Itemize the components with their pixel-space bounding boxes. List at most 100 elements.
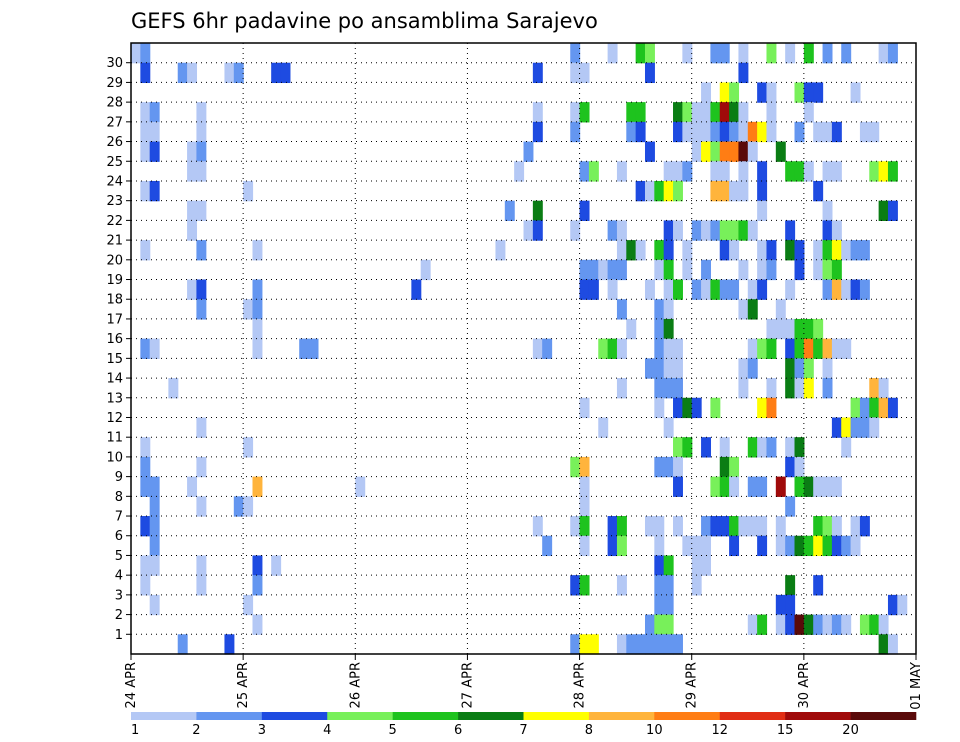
heatmap-cell xyxy=(224,634,235,655)
heatmap-cell xyxy=(187,476,198,497)
heatmap-cell xyxy=(663,240,674,261)
heatmap-cell xyxy=(831,535,842,557)
heatmap-cell xyxy=(644,43,655,64)
heatmap-cell xyxy=(616,259,627,281)
heatmap-cell xyxy=(738,220,749,241)
heatmap-cell xyxy=(729,279,740,300)
legend-label: 8 xyxy=(585,723,593,738)
heatmap-cell xyxy=(831,338,842,359)
heatmap-cell xyxy=(803,161,814,182)
heatmap-cell xyxy=(616,240,627,261)
heatmap-cell xyxy=(196,200,207,221)
legend-label: 15 xyxy=(777,723,794,738)
heatmap-cell xyxy=(757,82,768,103)
heatmap-cell xyxy=(579,476,590,497)
heatmap-cell xyxy=(663,378,674,399)
heatmap-cell xyxy=(831,476,842,497)
heatmap-cell xyxy=(663,555,674,576)
heatmap-cell xyxy=(252,318,263,340)
heatmap-cell xyxy=(803,358,814,379)
heatmap-cell xyxy=(766,338,777,359)
y-tick-label: 11 xyxy=(106,431,123,446)
heatmap-cell xyxy=(757,161,768,182)
heatmap-cell xyxy=(869,417,880,438)
heatmap-cell xyxy=(850,397,861,419)
heatmap-cell xyxy=(719,240,730,261)
heatmap-cell xyxy=(794,318,805,340)
heatmap-cell xyxy=(794,338,805,359)
heatmap-cell xyxy=(747,516,758,537)
heatmap-cell xyxy=(187,62,198,84)
heatmap-cell xyxy=(607,279,618,300)
heatmap-cell xyxy=(738,180,749,202)
heatmap-cell xyxy=(719,161,730,182)
heatmap-cell xyxy=(252,299,263,320)
heatmap-cell xyxy=(822,338,833,359)
heatmap-cell xyxy=(766,102,777,123)
heatmap-cell xyxy=(663,279,674,300)
heatmap-cell xyxy=(831,279,842,300)
heatmap-cell xyxy=(729,456,740,478)
legend-swatch xyxy=(785,712,851,720)
heatmap-cell xyxy=(673,220,683,241)
heatmap-cell xyxy=(766,259,777,281)
heatmap-cell xyxy=(701,82,712,103)
legend-label: 12 xyxy=(711,723,728,738)
heatmap-cell xyxy=(794,476,805,497)
heatmap-cell xyxy=(897,594,908,616)
heatmap-cell xyxy=(224,62,235,84)
heatmap-cell xyxy=(831,240,842,261)
y-tick-label: 10 xyxy=(106,450,123,465)
heatmap-cell xyxy=(654,180,665,202)
heatmap-cell xyxy=(859,279,870,300)
heatmap-cell xyxy=(663,417,674,438)
heatmap-cell xyxy=(738,102,749,123)
legend-swatch xyxy=(131,712,197,720)
x-tick-label: 01 MAY xyxy=(909,662,924,710)
heatmap-cell xyxy=(785,594,796,616)
legend-swatch xyxy=(850,712,917,720)
heatmap-cell xyxy=(616,535,627,557)
heatmap-cell xyxy=(579,456,590,478)
heatmap-cell xyxy=(532,121,543,143)
y-tick-label: 20 xyxy=(106,253,123,268)
heatmap-cell xyxy=(822,43,833,64)
heatmap-cell xyxy=(252,614,263,635)
heatmap-cell xyxy=(766,82,777,103)
heatmap-cell xyxy=(710,476,721,497)
heatmap-cell xyxy=(654,634,665,655)
y-tick-label: 21 xyxy=(106,234,123,249)
heatmap-cell xyxy=(710,279,721,300)
heatmap-cell xyxy=(841,279,852,300)
heatmap-cell xyxy=(271,555,282,576)
heatmap-cell xyxy=(775,614,786,635)
heatmap-cell xyxy=(701,220,712,241)
heatmap-cell xyxy=(813,535,824,557)
heatmap-cell xyxy=(701,516,712,537)
heatmap-cell xyxy=(579,259,590,281)
heatmap-cell xyxy=(644,614,655,635)
heatmap-cell xyxy=(841,338,852,359)
heatmap-cell xyxy=(644,141,655,162)
heatmap-cell xyxy=(813,82,824,103)
heatmap-cell xyxy=(187,161,198,182)
heatmap-cell xyxy=(813,575,824,596)
heatmap-cell xyxy=(757,535,768,557)
heatmap-cell xyxy=(149,102,160,123)
heatmap-cell xyxy=(663,594,674,616)
heatmap-cell xyxy=(691,141,702,162)
heatmap-cell xyxy=(719,102,730,123)
heatmap-cell xyxy=(738,358,749,379)
heatmap-cell xyxy=(140,338,151,359)
heatmap-cell xyxy=(859,417,870,438)
heatmap-cell xyxy=(822,476,833,497)
heatmap-cell xyxy=(654,456,665,478)
heatmap-cell xyxy=(794,456,805,478)
y-tick-label: 6 xyxy=(115,529,123,544)
y-tick-label: 3 xyxy=(115,588,123,603)
heatmap-cell xyxy=(757,437,768,458)
heatmap-cell xyxy=(411,279,422,300)
heatmap-cell xyxy=(794,535,805,557)
heatmap-cell xyxy=(878,634,889,655)
heatmap-cell xyxy=(869,378,880,399)
